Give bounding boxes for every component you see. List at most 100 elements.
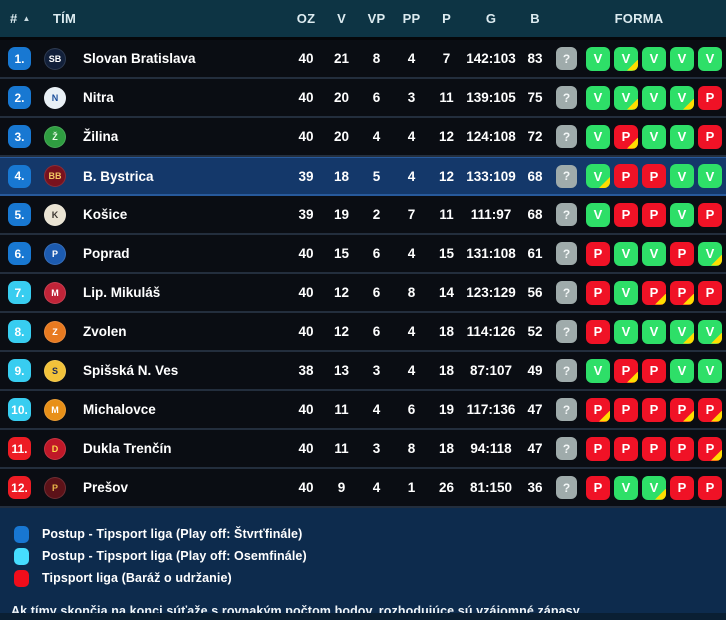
form-badge[interactable]: V	[586, 85, 610, 110]
form-badge[interactable]: P	[614, 202, 638, 227]
form-badge[interactable]: P	[642, 280, 666, 305]
column-header-p[interactable]: P	[442, 11, 451, 26]
form-badge[interactable]: P	[670, 241, 694, 266]
form-badge[interactable]: V	[670, 124, 694, 149]
form-badge[interactable]: V	[670, 358, 694, 383]
column-header-v[interactable]: V	[337, 11, 346, 26]
form-badge[interactable]: V	[586, 124, 610, 149]
column-header-pp[interactable]: PP	[402, 11, 421, 26]
form-unknown-badge[interactable]: ?	[556, 47, 577, 70]
table-row[interactable]: 7. M Lip. Mikuláš 40 12 6 8 14 123:129 56? P V P P P	[0, 274, 726, 313]
form-badge[interactable]: V	[614, 46, 638, 71]
form-badge[interactable]: P	[586, 241, 610, 266]
form-badge[interactable]: P	[586, 319, 610, 344]
form-badge[interactable]: V	[642, 124, 666, 149]
team-name[interactable]: Lip. Mikuláš	[83, 285, 161, 300]
form-badge[interactable]: V	[614, 280, 638, 305]
form-badge[interactable]: P	[670, 475, 694, 500]
form-badge[interactable]: V	[698, 241, 722, 266]
form-badge[interactable]: V	[670, 202, 694, 227]
table-row[interactable]: 3. Ž Žilina 40 20 4 4 12 124:108 72? V P V V P	[0, 118, 726, 157]
form-unknown-badge[interactable]: ?	[556, 398, 577, 421]
form-badge[interactable]: P	[698, 85, 722, 110]
column-header-vp[interactable]: VP	[367, 11, 386, 26]
form-badge[interactable]: V	[586, 46, 610, 71]
form-badge[interactable]: V	[586, 164, 610, 188]
form-badge[interactable]: V	[614, 241, 638, 266]
column-header-g[interactable]: G	[485, 11, 497, 26]
form-unknown-badge[interactable]: ?	[556, 125, 577, 148]
form-badge[interactable]: V	[614, 319, 638, 344]
form-badge[interactable]: P	[642, 202, 666, 227]
form-badge[interactable]: P	[670, 280, 694, 305]
form-badge[interactable]: V	[642, 241, 666, 266]
form-badge[interactable]: P	[586, 475, 610, 500]
column-header-oz[interactable]: OZ	[296, 11, 316, 26]
form-badge[interactable]: V	[698, 358, 722, 383]
column-header-team[interactable]: TÍM	[53, 11, 76, 26]
table-row[interactable]: 6. P Poprad 40 15 6 4 15 131:108 61? P V V P V	[0, 235, 726, 274]
form-badge[interactable]: P	[698, 202, 722, 227]
team-name[interactable]: Spišská N. Ves	[83, 363, 179, 378]
team-name[interactable]: Michalovce	[83, 402, 156, 417]
form-badge[interactable]: P	[586, 280, 610, 305]
team-name[interactable]: Prešov	[83, 480, 129, 495]
form-badge[interactable]: V	[642, 46, 666, 71]
table-row[interactable]: 12. P Prešov 40 9 4 1 26 81:150 36? P V V P P	[0, 469, 726, 508]
form-badge[interactable]: P	[670, 397, 694, 422]
form-badge[interactable]: V	[670, 164, 694, 188]
form-badge[interactable]: P	[642, 164, 666, 188]
form-badge[interactable]: V	[670, 46, 694, 71]
column-header-rank[interactable]: # ▲	[0, 11, 44, 26]
form-unknown-badge[interactable]: ?	[556, 86, 577, 109]
form-badge[interactable]: P	[698, 124, 722, 149]
form-unknown-badge[interactable]: ?	[556, 242, 577, 265]
form-badge[interactable]: V	[642, 475, 666, 500]
table-row[interactable]: 1. SB Slovan Bratislava 40 21 8 4 7 142:103 83? V V…	[0, 40, 726, 79]
form-badge[interactable]: V	[614, 85, 638, 110]
table-row[interactable]: 5. K Košice 39 19 2 7 11 111:97 68? V P P V P	[0, 196, 726, 235]
table-row[interactable]: 4. BB B. Bystrica 39 18 5 4 12 133:109 68? V P P V V	[0, 157, 726, 196]
table-row[interactable]: 10. M Michalovce 40 11 4 6 19 117:136 47? P P P P P	[0, 391, 726, 430]
form-badge[interactable]: P	[642, 397, 666, 422]
form-badge[interactable]: P	[698, 397, 722, 422]
form-unknown-badge[interactable]: ?	[556, 203, 577, 226]
team-name[interactable]: Slovan Bratislava	[83, 51, 196, 66]
form-unknown-badge[interactable]: ?	[556, 320, 577, 343]
form-unknown-badge[interactable]: ?	[556, 164, 577, 188]
form-badge[interactable]: V	[698, 46, 722, 71]
form-badge[interactable]: P	[614, 436, 638, 461]
table-row[interactable]: 9. S Spišská N. Ves 38 13 3 4 18 87:107 49? V P P V V	[0, 352, 726, 391]
form-badge[interactable]: P	[586, 436, 610, 461]
column-header-forma[interactable]: FORMA	[614, 11, 664, 26]
team-name[interactable]: Nitra	[83, 90, 114, 105]
form-badge[interactable]: P	[642, 436, 666, 461]
form-badge[interactable]: P	[586, 397, 610, 422]
form-unknown-badge[interactable]: ?	[556, 437, 577, 460]
form-badge[interactable]: P	[642, 358, 666, 383]
form-badge[interactable]: V	[642, 85, 666, 110]
form-badge[interactable]: V	[586, 358, 610, 383]
form-badge[interactable]: V	[670, 85, 694, 110]
form-unknown-badge[interactable]: ?	[556, 476, 577, 499]
form-badge[interactable]: P	[614, 397, 638, 422]
form-badge[interactable]: P	[698, 475, 722, 500]
column-header-b[interactable]: B	[530, 11, 540, 26]
team-name[interactable]: Košice	[83, 207, 128, 222]
table-row[interactable]: 8. Z Zvolen 40 12 6 4 18 114:126 52? P V V V V	[0, 313, 726, 352]
team-name[interactable]: Zvolen	[83, 324, 127, 339]
team-name[interactable]: Poprad	[83, 246, 130, 261]
form-badge[interactable]: P	[670, 436, 694, 461]
form-badge[interactable]: V	[670, 319, 694, 344]
team-name[interactable]: B. Bystrica	[83, 168, 154, 184]
team-name[interactable]: Žilina	[83, 129, 119, 144]
team-name[interactable]: Dukla Trenčín	[83, 441, 172, 456]
form-badge[interactable]: V	[614, 475, 638, 500]
form-unknown-badge[interactable]: ?	[556, 359, 577, 382]
form-badge[interactable]: V	[698, 319, 722, 344]
form-badge[interactable]: P	[698, 280, 722, 305]
form-badge[interactable]: P	[614, 124, 638, 149]
form-badge[interactable]: V	[642, 319, 666, 344]
table-row[interactable]: 11. D Dukla Trenčín 40 11 3 8 18 94:118 47? P P P P P	[0, 430, 726, 469]
form-badge[interactable]: P	[614, 358, 638, 383]
